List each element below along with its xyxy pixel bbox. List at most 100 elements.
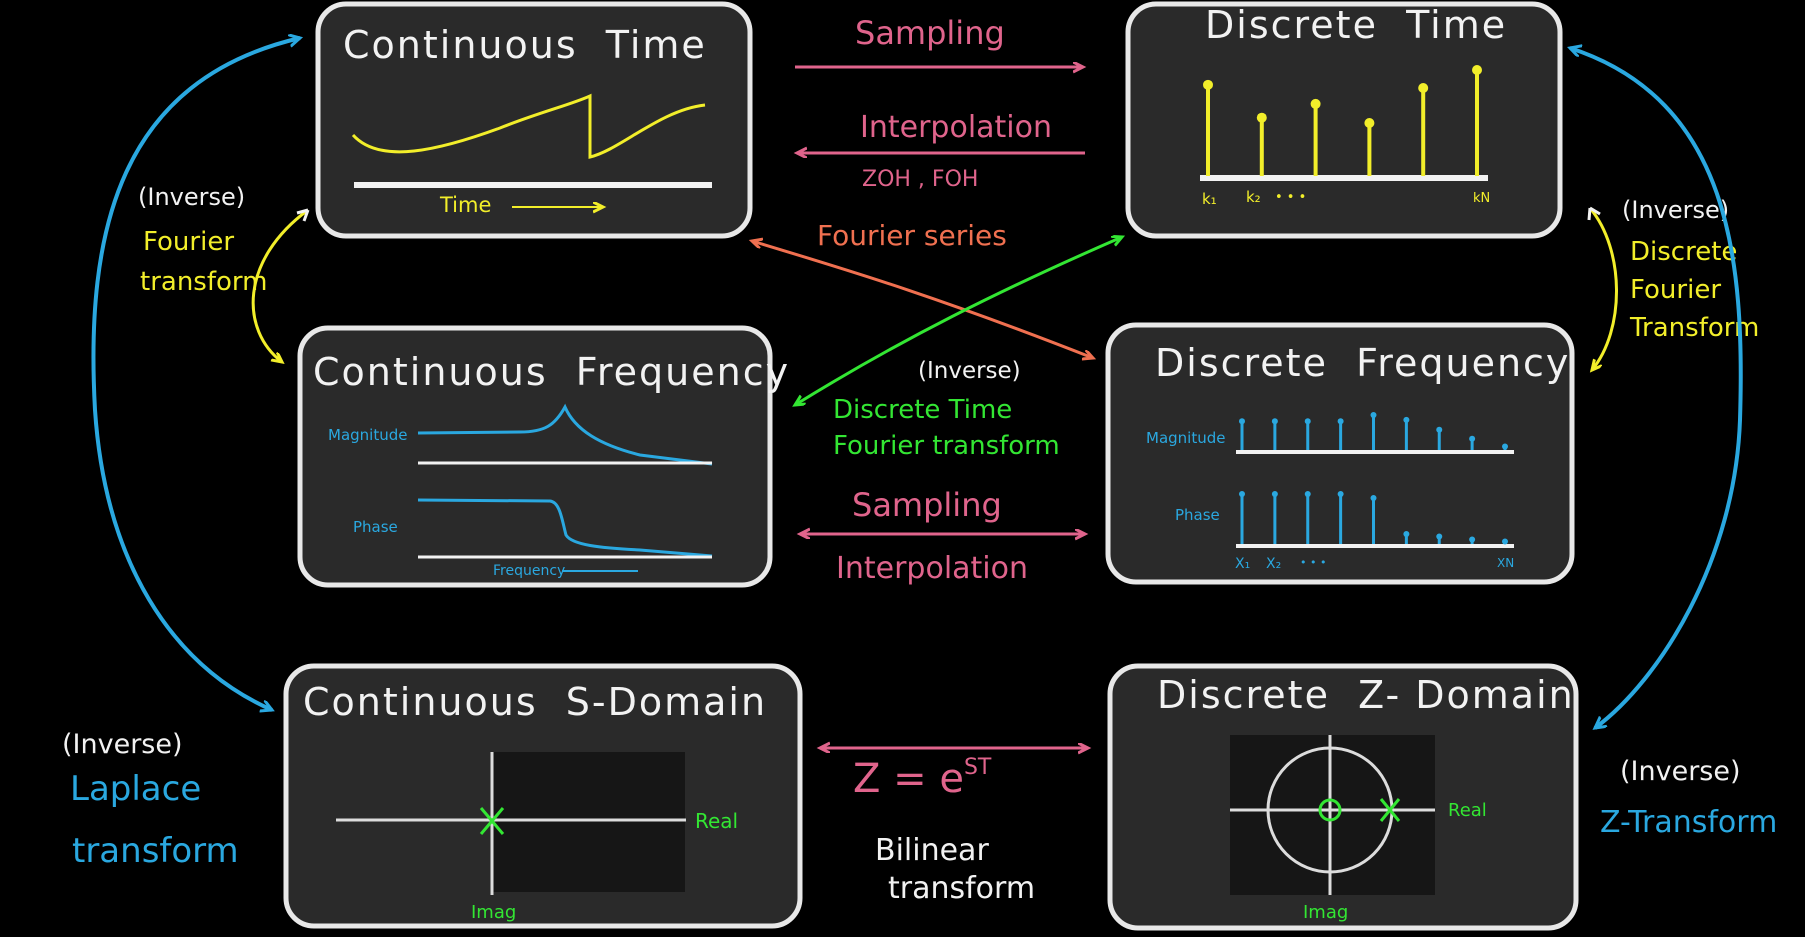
discrete-time-kn: kN	[1473, 191, 1490, 206]
interpolation-top-connector: Interpolation ZOH , FOH	[797, 110, 1085, 192]
bilinear-line2: transform	[888, 871, 1035, 906]
continuous-frequency-title: Continuous Frequency	[313, 350, 790, 394]
z-mapping-label: Z = eST	[853, 755, 992, 802]
ft-inverse-label: (Inverse)	[138, 183, 245, 211]
cf-phase-curve	[417, 498, 713, 558]
df-phase-label: Phase	[1175, 506, 1220, 524]
dft-arrow	[1588, 207, 1618, 370]
z-plane-pole-marker	[1379, 798, 1401, 822]
cf-magnitude-label: Magnitude	[328, 426, 407, 444]
laplace-connector: (Inverse) Laplace transform	[62, 38, 300, 871]
z-plane-area	[1230, 735, 1435, 895]
discrete-time-stems	[1203, 65, 1482, 176]
dft-line1: Discrete	[1630, 237, 1737, 267]
discrete-time-stem-dot	[1472, 65, 1482, 75]
cf-phase-label: Phase	[353, 518, 398, 536]
s-domain-box: Continuous S-Domain Real Imag	[283, 663, 803, 929]
df-x2: X₂	[1266, 556, 1281, 572]
continuous-time-title: Continuous Time	[343, 23, 707, 67]
cf-magnitude-curve	[417, 403, 713, 466]
df-magnitude-stem-dot	[1271, 418, 1278, 425]
discrete-time-title: Discrete Time	[1205, 3, 1507, 47]
dft-connector: (Inverse) Discrete Fourier Transform	[1587, 196, 1759, 370]
dtft-arrow	[795, 237, 1122, 405]
df-phase-stem-dot	[1403, 531, 1410, 537]
fourier-transform-connector: (Inverse) Fourier transform	[138, 183, 310, 362]
df-magnitude-label: Magnitude	[1146, 429, 1225, 447]
s-plane-real-label: Real	[695, 809, 738, 833]
discrete-time-stem-dot	[1203, 79, 1213, 90]
z-domain-title: Discrete Z- Domain	[1157, 673, 1575, 717]
df-x1: X₁	[1235, 556, 1250, 572]
sampling-top-connector: Sampling	[795, 14, 1083, 67]
dtft-line1: Discrete Time	[833, 395, 1012, 425]
sampling-mid-connector: Sampling Interpolation	[800, 486, 1085, 586]
z-domain-box: Discrete Z- Domain Real Imag	[1107, 663, 1579, 931]
s-plane-right-half	[492, 752, 685, 892]
dtft-connector: (Inverse) Discrete Time Fourier transfor…	[795, 237, 1122, 461]
df-magnitude-stem-dot	[1502, 443, 1508, 450]
df-magnitude-stem-dot	[1337, 418, 1344, 425]
discrete-time-box: Discrete Time k₁ k₂ • • • kN	[1125, 1, 1563, 239]
df-phase-stem-dot	[1502, 538, 1508, 545]
discrete-frequency-box: Discrete Frequency Magnitude Phase X₁ X₂…	[1105, 322, 1575, 585]
cf-frequency-label: Frequency	[493, 563, 565, 579]
bilinear-line1: Bilinear	[875, 833, 989, 868]
laplace-inverse-label: (Inverse)	[62, 729, 183, 760]
continuous-frequency-box: Continuous Frequency Magnitude Phase Fre…	[297, 325, 790, 588]
discrete-frequency-title: Discrete Frequency	[1155, 341, 1570, 385]
df-magnitude-stems	[1239, 412, 1508, 450]
interpolation-top-label: Interpolation	[860, 110, 1052, 145]
df-phase-stem-dot	[1370, 495, 1377, 501]
interpolation-mid-label: Interpolation	[836, 551, 1028, 586]
fourier-series-arrow	[752, 241, 1093, 358]
discrete-time-stem-dot	[1310, 98, 1321, 109]
s-plane-imag-label: Imag	[471, 902, 516, 923]
sampling-mid-label: Sampling	[852, 486, 1002, 524]
laplace-arrow	[91, 38, 300, 710]
zt-line1: Z-Transform	[1600, 805, 1777, 840]
discrete-time-stem-dot	[1418, 83, 1429, 94]
dtft-inverse-label: (Inverse)	[918, 358, 1021, 384]
continuous-time-box: Continuous Time Time	[315, 1, 753, 239]
df-magnitude-stem-dot	[1469, 435, 1476, 442]
ft-line2: transform	[140, 267, 267, 297]
fourier-series-connector: Fourier series	[752, 219, 1093, 358]
zoh-foh-label: ZOH , FOH	[862, 167, 978, 192]
s-domain-title: Continuous S-Domain	[303, 680, 767, 724]
df-magnitude-stem-dot	[1239, 418, 1245, 425]
df-xn: XN	[1497, 556, 1514, 570]
df-magnitude-stem-dot	[1370, 412, 1377, 418]
sampling-top-label: Sampling	[855, 14, 1005, 52]
discrete-time-dots: • • •	[1275, 190, 1306, 205]
continuous-time-signal	[351, 93, 706, 159]
discrete-time-k2: k₂	[1246, 188, 1261, 206]
discrete-time-k1: k₁	[1202, 190, 1217, 208]
dtft-line2: Fourier transform	[833, 431, 1060, 461]
dft-inverse-label: (Inverse)	[1622, 196, 1729, 224]
z-transform-connector: (Inverse) Z-Transform	[1570, 48, 1777, 840]
fourier-series-label: Fourier series	[817, 219, 1007, 252]
df-phase-stems	[1239, 491, 1508, 545]
laplace-line2: transform	[72, 831, 239, 871]
df-phase-stem-dot	[1337, 491, 1344, 497]
df-phase-stem-dot	[1239, 491, 1245, 497]
continuous-time-frame	[315, 1, 753, 239]
z-plane-real-label: Real	[1448, 800, 1487, 821]
df-dots: • • •	[1300, 556, 1326, 569]
ft-line1: Fourier	[143, 227, 234, 257]
df-magnitude-stem-dot	[1436, 426, 1443, 433]
df-phase-stem-dot	[1436, 533, 1443, 540]
df-phase-stem-dot	[1469, 536, 1476, 543]
laplace-line1: Laplace	[70, 769, 201, 809]
discrete-time-stem-dot	[1364, 118, 1375, 128]
z-mapping-connector: Z = eST Bilinear transform	[820, 748, 1088, 906]
df-phase-stem-dot	[1304, 491, 1311, 497]
z-plane-imag-label: Imag	[1303, 902, 1348, 923]
s-plane-pole-marker	[479, 807, 505, 835]
df-magnitude-stem-dot	[1304, 418, 1311, 425]
dft-line2: Fourier	[1630, 275, 1721, 305]
continuous-time-axis-label: Time	[439, 193, 491, 217]
df-magnitude-stem-dot	[1403, 416, 1410, 423]
